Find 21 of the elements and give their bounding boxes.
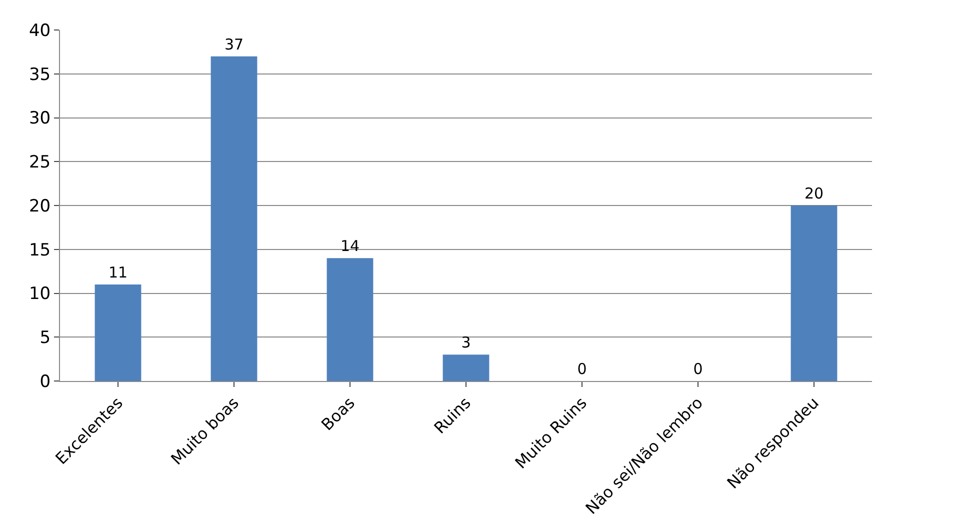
data-label: 11 — [108, 263, 128, 282]
y-tick-label: 30 — [28, 108, 51, 129]
y-tick-label: 20 — [28, 196, 51, 216]
y-tick-label: 0 — [40, 372, 51, 392]
bar — [790, 206, 838, 381]
data-label: 20 — [804, 184, 824, 202]
data-label: 37 — [224, 35, 244, 54]
bar — [326, 258, 374, 381]
data-label: 3 — [461, 334, 471, 352]
bar — [94, 284, 142, 381]
y-tick-label: 5 — [40, 328, 51, 348]
data-label: 0 — [693, 360, 703, 378]
bar — [442, 354, 490, 381]
y-tick-label: 40 — [28, 20, 51, 41]
y-tick-label: 35 — [28, 64, 51, 85]
y-tick-label: 15 — [28, 240, 51, 260]
data-label: 0 — [577, 360, 587, 378]
y-tick-label: 25 — [28, 152, 51, 173]
data-label: 14 — [340, 237, 360, 256]
bar — [210, 56, 258, 381]
y-tick-label: 10 — [28, 284, 51, 304]
